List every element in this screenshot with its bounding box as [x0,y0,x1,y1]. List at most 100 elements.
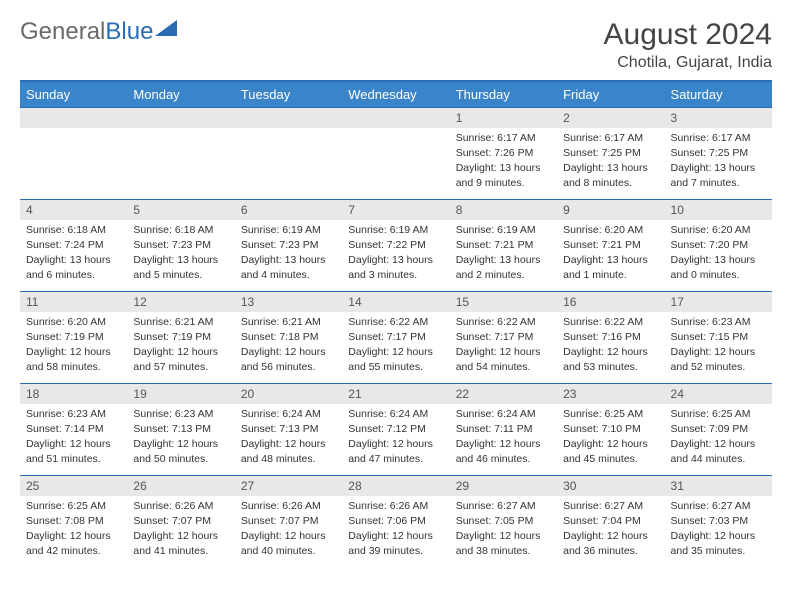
day-number: 25 [20,476,127,496]
day-cell: 14Sunrise: 6:22 AMSunset: 7:17 PMDayligh… [342,292,449,384]
sunrise-text: Sunrise: 6:26 AM [241,499,336,513]
sunset-text: Sunset: 7:19 PM [26,330,121,344]
day-content: Sunrise: 6:26 AMSunset: 7:06 PMDaylight:… [342,496,449,565]
day-content: Sunrise: 6:20 AMSunset: 7:19 PMDaylight:… [20,312,127,381]
day-number: 18 [20,384,127,404]
sunrise-text: Sunrise: 6:17 AM [456,131,551,145]
daylight-text: Daylight: 12 hours and 39 minutes. [348,529,443,557]
logo-text-1: General [20,18,105,46]
daylight-text: Daylight: 13 hours and 7 minutes. [671,161,766,189]
sunrise-text: Sunrise: 6:21 AM [133,315,228,329]
sunrise-text: Sunrise: 6:17 AM [563,131,658,145]
sunset-text: Sunset: 7:17 PM [348,330,443,344]
day-content: Sunrise: 6:24 AMSunset: 7:11 PMDaylight:… [450,404,557,473]
day-content: Sunrise: 6:22 AMSunset: 7:16 PMDaylight:… [557,312,664,381]
day-content: Sunrise: 6:22 AMSunset: 7:17 PMDaylight:… [450,312,557,381]
sunset-text: Sunset: 7:04 PM [563,514,658,528]
day-number: 30 [557,476,664,496]
daylight-text: Daylight: 12 hours and 54 minutes. [456,345,551,373]
location-text: Chotila, Gujarat, India [604,54,772,72]
day-content: Sunrise: 6:25 AMSunset: 7:08 PMDaylight:… [20,496,127,565]
sunset-text: Sunset: 7:09 PM [671,422,766,436]
daylight-text: Daylight: 12 hours and 47 minutes. [348,437,443,465]
day-number: 28 [342,476,449,496]
daylight-text: Daylight: 12 hours and 56 minutes. [241,345,336,373]
day-content: Sunrise: 6:27 AMSunset: 7:03 PMDaylight:… [665,496,772,565]
day-header: Friday [557,81,664,108]
day-content: Sunrise: 6:22 AMSunset: 7:17 PMDaylight:… [342,312,449,381]
day-number: 29 [450,476,557,496]
day-number: 12 [127,292,234,312]
sunset-text: Sunset: 7:03 PM [671,514,766,528]
day-content: Sunrise: 6:26 AMSunset: 7:07 PMDaylight:… [127,496,234,565]
day-number: 27 [235,476,342,496]
sunrise-text: Sunrise: 6:25 AM [671,407,766,421]
sunrise-text: Sunrise: 6:23 AM [671,315,766,329]
day-content: Sunrise: 6:19 AMSunset: 7:22 PMDaylight:… [342,220,449,289]
day-cell: 5Sunrise: 6:18 AMSunset: 7:23 PMDaylight… [127,200,234,292]
day-cell: 3Sunrise: 6:17 AMSunset: 7:25 PMDaylight… [665,108,772,200]
day-cell: 28Sunrise: 6:26 AMSunset: 7:06 PMDayligh… [342,476,449,568]
day-cell: 26Sunrise: 6:26 AMSunset: 7:07 PMDayligh… [127,476,234,568]
daylight-text: Daylight: 12 hours and 58 minutes. [26,345,121,373]
day-content: Sunrise: 6:17 AMSunset: 7:25 PMDaylight:… [665,128,772,197]
day-cell: 11Sunrise: 6:20 AMSunset: 7:19 PMDayligh… [20,292,127,384]
day-number-empty [235,108,342,128]
day-cell: 23Sunrise: 6:25 AMSunset: 7:10 PMDayligh… [557,384,664,476]
day-content: Sunrise: 6:23 AMSunset: 7:14 PMDaylight:… [20,404,127,473]
sunset-text: Sunset: 7:25 PM [671,146,766,160]
sunrise-text: Sunrise: 6:23 AM [26,407,121,421]
day-header: Sunday [20,81,127,108]
day-number-empty [20,108,127,128]
sunset-text: Sunset: 7:18 PM [241,330,336,344]
day-content: Sunrise: 6:23 AMSunset: 7:13 PMDaylight:… [127,404,234,473]
day-cell: 24Sunrise: 6:25 AMSunset: 7:09 PMDayligh… [665,384,772,476]
day-number: 8 [450,200,557,220]
day-content: Sunrise: 6:24 AMSunset: 7:12 PMDaylight:… [342,404,449,473]
daylight-text: Daylight: 13 hours and 8 minutes. [563,161,658,189]
daylight-text: Daylight: 12 hours and 57 minutes. [133,345,228,373]
sunset-text: Sunset: 7:13 PM [133,422,228,436]
day-header: Saturday [665,81,772,108]
day-number: 5 [127,200,234,220]
daylight-text: Daylight: 13 hours and 5 minutes. [133,253,228,281]
sunrise-text: Sunrise: 6:20 AM [563,223,658,237]
sunrise-text: Sunrise: 6:20 AM [671,223,766,237]
day-content: Sunrise: 6:25 AMSunset: 7:09 PMDaylight:… [665,404,772,473]
day-content: Sunrise: 6:27 AMSunset: 7:04 PMDaylight:… [557,496,664,565]
sunset-text: Sunset: 7:05 PM [456,514,551,528]
daylight-text: Daylight: 12 hours and 45 minutes. [563,437,658,465]
daylight-text: Daylight: 12 hours and 53 minutes. [563,345,658,373]
logo: GeneralBlue [20,18,177,46]
day-number: 17 [665,292,772,312]
sunset-text: Sunset: 7:07 PM [133,514,228,528]
day-content: Sunrise: 6:21 AMSunset: 7:18 PMDaylight:… [235,312,342,381]
daylight-text: Daylight: 12 hours and 55 minutes. [348,345,443,373]
day-number: 20 [235,384,342,404]
day-number: 9 [557,200,664,220]
sunrise-text: Sunrise: 6:19 AM [348,223,443,237]
daylight-text: Daylight: 13 hours and 3 minutes. [348,253,443,281]
sunset-text: Sunset: 7:22 PM [348,238,443,252]
sunset-text: Sunset: 7:15 PM [671,330,766,344]
day-cell [20,108,127,200]
day-cell: 7Sunrise: 6:19 AMSunset: 7:22 PMDaylight… [342,200,449,292]
sunrise-text: Sunrise: 6:18 AM [133,223,228,237]
sunset-text: Sunset: 7:17 PM [456,330,551,344]
day-header: Wednesday [342,81,449,108]
day-number: 26 [127,476,234,496]
sunset-text: Sunset: 7:06 PM [348,514,443,528]
week-row: 11Sunrise: 6:20 AMSunset: 7:19 PMDayligh… [20,292,772,384]
sunset-text: Sunset: 7:21 PM [456,238,551,252]
day-content: Sunrise: 6:17 AMSunset: 7:25 PMDaylight:… [557,128,664,197]
sunset-text: Sunset: 7:13 PM [241,422,336,436]
day-number: 6 [235,200,342,220]
day-content: Sunrise: 6:19 AMSunset: 7:23 PMDaylight:… [235,220,342,289]
daylight-text: Daylight: 12 hours and 42 minutes. [26,529,121,557]
sunset-text: Sunset: 7:24 PM [26,238,121,252]
day-number: 19 [127,384,234,404]
calendar-page: GeneralBlue August 2024 Chotila, Gujarat… [0,0,792,578]
sunrise-text: Sunrise: 6:27 AM [671,499,766,513]
day-cell: 6Sunrise: 6:19 AMSunset: 7:23 PMDaylight… [235,200,342,292]
day-content: Sunrise: 6:24 AMSunset: 7:13 PMDaylight:… [235,404,342,473]
